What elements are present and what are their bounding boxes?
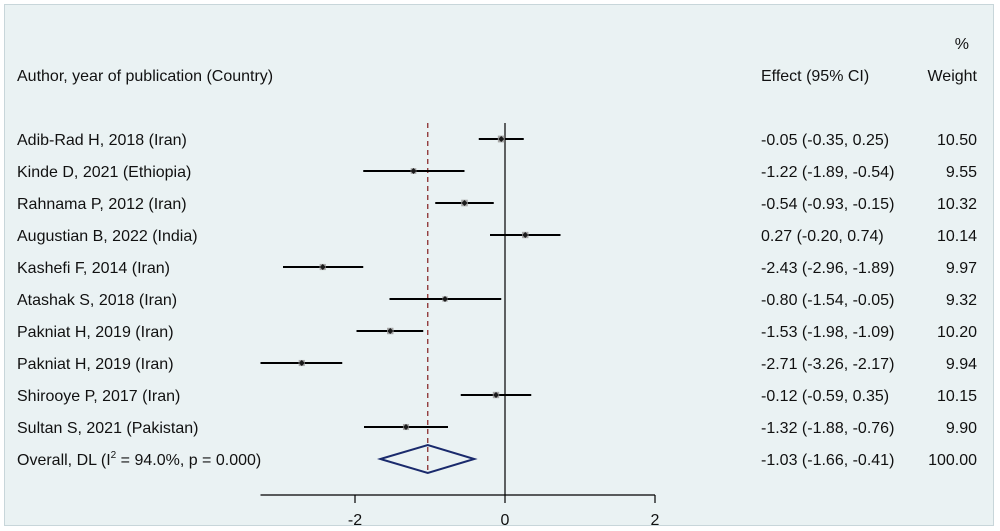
study-point-estimate — [387, 328, 394, 334]
study-point-estimate — [319, 264, 326, 270]
study-point-estimate — [498, 136, 505, 142]
study-point-estimate — [493, 392, 499, 398]
study-weight: 9.90 — [946, 420, 977, 437]
study-label: Rahnama P, 2012 (Iran) — [17, 196, 187, 213]
study-weight: 9.94 — [946, 356, 977, 373]
study-point-estimate — [522, 232, 529, 238]
study-effect-ci: -1.53 (-1.98, -1.09) — [761, 324, 894, 341]
study-effect-ci: -0.05 (-0.35, 0.25) — [761, 132, 889, 149]
study-point-estimate — [442, 296, 448, 302]
overall-label-superscript: 2 — [111, 450, 117, 461]
study-weight: 10.50 — [937, 132, 977, 149]
overall-label-main: Overall, DL (I — [17, 452, 111, 469]
weight-column-header: Weight — [927, 68, 977, 85]
overall-diamond — [376, 443, 478, 475]
x-tick-label: -2 — [348, 512, 362, 527]
study-effect-ci: -1.32 (-1.88, -0.76) — [761, 420, 894, 437]
study-label: Pakniat H, 2019 (Iran) — [17, 356, 174, 373]
study-label: Pakniat H, 2019 (Iran) — [17, 324, 174, 341]
x-tick-label: 2 — [651, 512, 660, 527]
study-weight: 9.32 — [946, 292, 977, 309]
study-weight: 10.32 — [937, 196, 977, 213]
study-effect-ci: -0.12 (-0.59, 0.35) — [761, 388, 889, 405]
study-point-estimate — [403, 424, 409, 430]
study-weight: 10.14 — [937, 228, 977, 245]
study-label: Kashefi F, 2014 (Iran) — [17, 260, 170, 277]
study-effect-ci: -0.80 (-1.54, -0.05) — [761, 292, 894, 309]
study-weight: 9.55 — [946, 164, 977, 181]
forest-plot-frame: % Author, year of publication (Country) Ef… — [4, 4, 994, 527]
study-label: Sultan S, 2021 (Pakistan) — [17, 420, 198, 437]
study-label: Kinde D, 2021 (Ethiopia) — [17, 164, 191, 181]
overall-effect-ci: -1.03 (-1.66, -0.41) — [761, 452, 894, 469]
overall-label: Overall, DL (I2 = 94.0%, p = 0.000) — [17, 450, 261, 469]
study-label: Shirooye P, 2017 (Iran) — [17, 388, 180, 405]
study-weight: 10.20 — [937, 324, 977, 341]
study-effect-ci: 0.27 (-0.20, 0.74) — [761, 228, 884, 245]
study-point-estimate — [298, 360, 305, 366]
study-effect-ci: -2.71 (-3.26, -2.17) — [761, 356, 894, 373]
study-weight: 9.97 — [946, 260, 977, 277]
study-effect-ci: -0.54 (-0.93, -0.15) — [761, 196, 894, 213]
x-tick-label: 0 — [501, 512, 510, 527]
overall-label-stats: = 94.0%, p = 0.000) — [116, 452, 261, 469]
study-effect-ci: -1.22 (-1.89, -0.54) — [761, 164, 894, 181]
study-label: Atashak S, 2018 (Iran) — [17, 292, 177, 309]
weight-percent-header: % — [955, 36, 969, 53]
forest-plot: % Author, year of publication (Country) Ef… — [17, 36, 978, 527]
study-column-header: Author, year of publication (Country) — [17, 68, 273, 85]
study-point-estimate — [410, 168, 417, 174]
study-label: Augustian B, 2022 (India) — [17, 228, 198, 245]
study-weight: 10.15 — [937, 388, 977, 405]
study-point-estimate — [461, 200, 468, 206]
study-effect-ci: -2.43 (-2.96, -1.89) — [761, 260, 894, 277]
effect-column-header: Effect (95% CI) — [761, 68, 869, 85]
study-label: Adib-Rad H, 2018 (Iran) — [17, 132, 187, 149]
overall-weight: 100.00 — [928, 452, 977, 469]
